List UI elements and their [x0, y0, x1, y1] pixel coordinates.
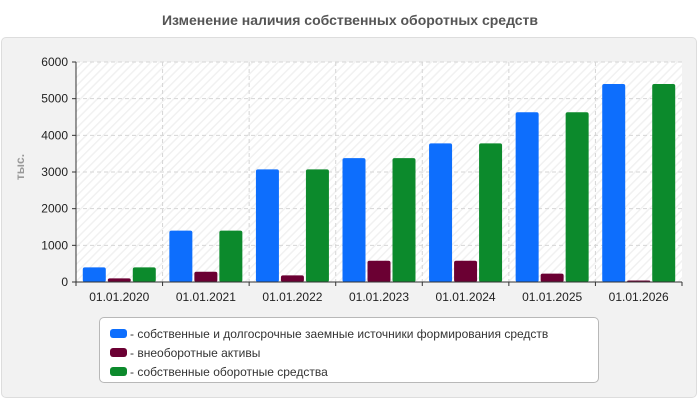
x-tick-label: 01.01.2021: [176, 290, 236, 304]
legend-label-2: - собственные оборотные средства: [130, 365, 328, 379]
bar-series-0-01.01.2026: [602, 84, 625, 282]
x-tick-label: 01.01.2024: [436, 290, 496, 304]
legend-item-0: - собственные и долгосрочные заемные ист…: [110, 324, 588, 343]
bar-series-1-01.01.2024: [454, 261, 477, 282]
legend-swatch-0: [110, 329, 127, 338]
bar-series-2-01.01.2021: [219, 231, 242, 282]
bar-series-1-01.01.2021: [194, 272, 217, 282]
x-tick-label: 01.01.2025: [522, 290, 582, 304]
x-tick-label: 01.01.2020: [89, 290, 149, 304]
y-tick-label: 1000: [41, 238, 68, 252]
bar-series-2-01.01.2024: [479, 143, 502, 282]
legend-label-1: - внеоборотные активы: [130, 346, 260, 360]
x-tick-label: 01.01.2026: [609, 290, 669, 304]
legend-item-2: - собственные оборотные средства: [110, 362, 588, 381]
bar-series-0-01.01.2020: [83, 267, 106, 282]
y-axis-label: тыс.: [13, 154, 27, 180]
y-tick-label: 0: [61, 275, 68, 289]
bar-series-2-01.01.2026: [652, 84, 675, 282]
y-tick-label: 4000: [41, 128, 68, 142]
x-tick-label: 01.01.2023: [349, 290, 409, 304]
bar-series-2-01.01.2020: [133, 267, 156, 282]
bar-series-2-01.01.2025: [566, 112, 589, 282]
bar-series-0-01.01.2023: [343, 158, 366, 282]
bar-series-0-01.01.2022: [256, 169, 279, 282]
y-tick-label: 3000: [41, 165, 68, 179]
y-tick-label: 6000: [41, 55, 68, 69]
bar-series-1-01.01.2025: [541, 274, 564, 282]
legend-swatch-2: [110, 367, 127, 376]
x-tick-label: 01.01.2022: [262, 290, 322, 304]
y-tick-label: 5000: [41, 92, 68, 106]
bar-series-1-01.01.2020: [108, 278, 131, 282]
legend-swatch-1: [110, 348, 127, 357]
bar-series-0-01.01.2021: [169, 231, 192, 282]
y-tick-label: 2000: [41, 202, 68, 216]
bar-series-0-01.01.2024: [429, 143, 452, 282]
bar-series-2-01.01.2022: [306, 169, 329, 282]
legend: - собственные и долгосрочные заемные ист…: [99, 317, 599, 383]
bar-series-1-01.01.2023: [368, 261, 391, 282]
legend-label-0: - собственные и долгосрочные заемные ист…: [130, 327, 548, 341]
bar-series-2-01.01.2023: [393, 158, 416, 282]
bar-series-0-01.01.2025: [516, 112, 539, 282]
bar-series-1-01.01.2022: [281, 275, 304, 282]
legend-item-1: - внеоборотные активы: [110, 343, 588, 362]
